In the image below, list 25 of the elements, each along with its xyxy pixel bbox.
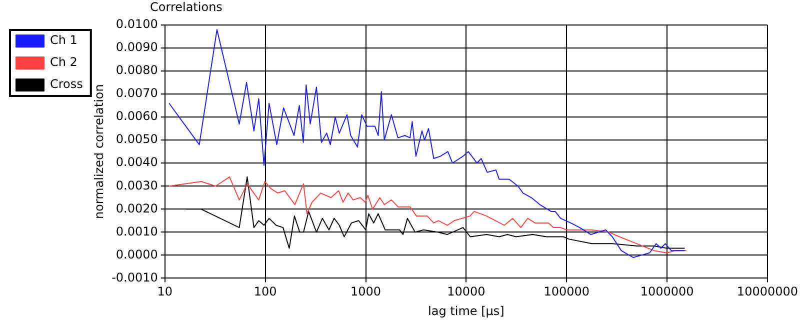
x-tick-label: 10000	[447, 284, 486, 299]
y-tick-label: 0.0100	[116, 17, 158, 32]
legend-label: Ch 2	[50, 55, 78, 70]
y-axis-title: normalized correlation	[92, 84, 106, 220]
y-tick-label: -0.0010	[112, 270, 158, 284]
x-tick-label: 100	[254, 284, 277, 299]
legend-label: Cross	[50, 77, 83, 92]
y-tick-label: 0.0000	[116, 247, 158, 262]
y-tick-label: 0.0020	[116, 201, 158, 216]
x-tick-label: 1000	[350, 284, 382, 299]
y-tick-label: 0.0060	[116, 109, 158, 124]
y-tick-label: 0.0050	[116, 132, 158, 146]
chart-title: Correlations	[150, 0, 222, 14]
x-tick-label: 10000000	[736, 284, 798, 299]
y-tick-label: 0.0010	[116, 224, 158, 238]
x-tick-label: 10	[157, 284, 173, 299]
y-tick-label: 0.0030	[116, 178, 158, 192]
y-tick-label: 0.0070	[116, 86, 158, 100]
x-tick-label: 1000000	[640, 284, 694, 299]
x-axis-title: lag time [µs]	[428, 304, 504, 318]
legend-label: Ch 1	[50, 33, 78, 48]
x-tick-label: 100000	[544, 284, 590, 299]
y-tick-label: 0.0090	[116, 40, 158, 54]
y-tick-label: 0.0040	[116, 155, 158, 170]
y-tick-label: 0.0080	[116, 63, 158, 78]
